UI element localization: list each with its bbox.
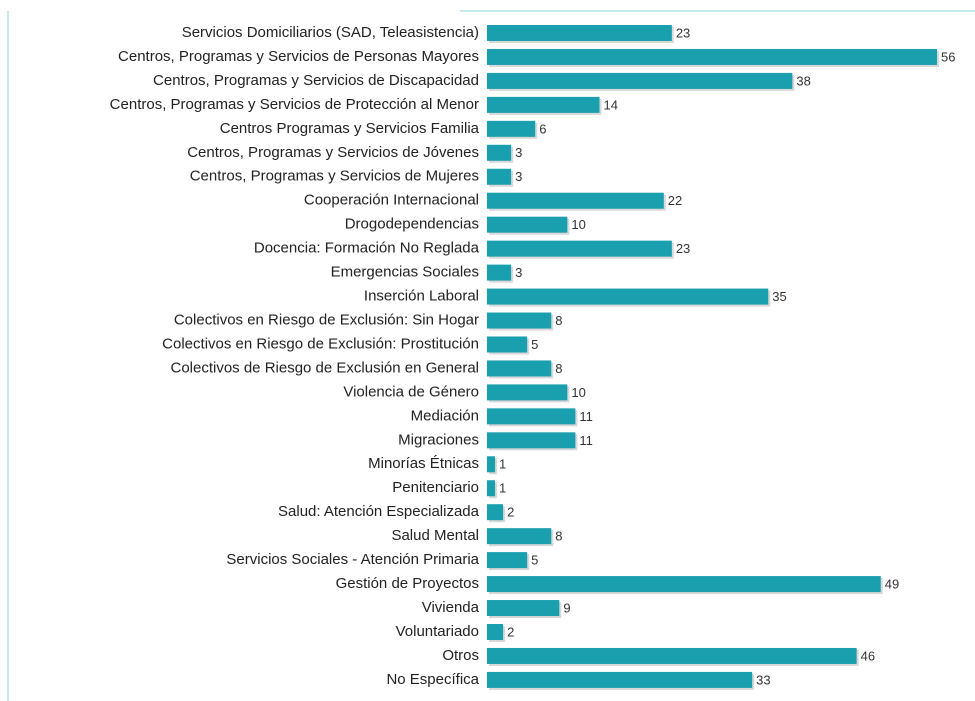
category-label: Penitenciario [392,479,479,496]
value-label: 2 [507,505,514,520]
category-label: Salud: Atención Especializada [278,503,480,520]
bar [487,312,552,329]
bar [487,25,672,41]
value-label: 1 [499,457,506,472]
category-label: Otros [442,647,479,664]
category-label: Cooperación Internacional [304,192,479,209]
bar [487,504,504,521]
value-label: 35 [772,289,786,304]
category-label: Vivienda [422,599,480,616]
bar [487,384,568,401]
category-label: Servicios Domiciliarios (SAD, Teleasiste… [182,24,479,41]
bar [487,240,672,257]
bar [487,120,536,137]
bar [487,48,937,65]
bar [487,168,512,185]
category-label: Colectivos en Riesgo de Exclusión: Prost… [162,335,479,352]
value-label: 56 [941,49,955,64]
value-label: 10 [571,385,585,400]
value-label: 49 [885,577,899,592]
category-label: Inserción Laboral [364,288,479,305]
value-label: 8 [555,361,562,376]
category-label: Centros, Programas y Servicios de Discap… [153,72,479,89]
category-label: Colectivos de Riesgo de Exclusión en Gen… [170,359,479,376]
value-label: 5 [531,337,538,352]
category-label: Centros, Programas y Servicios de Protec… [110,96,479,113]
category-label: Violencia de Género [343,383,479,400]
value-label: 22 [668,193,682,208]
category-label: Emergencias Sociales [331,264,479,281]
bar [487,624,504,640]
value-label: 2 [507,624,514,639]
bar [487,96,600,113]
value-label: 23 [676,25,690,40]
bar [487,528,552,545]
value-label: 14 [604,97,618,112]
value-label: 3 [515,265,522,280]
bar [487,408,576,425]
bar [487,192,664,209]
bar [487,216,568,233]
category-label: Voluntariado [396,623,479,640]
bar [487,671,753,688]
bar [487,336,528,353]
category-label: Colectivos en Riesgo de Exclusión: Sin H… [174,311,479,328]
category-label: Minorías Étnicas [368,455,479,472]
value-label: 3 [515,145,522,160]
value-label: 11 [579,433,593,448]
bar [487,432,576,449]
value-label: 9 [563,600,570,615]
bar [487,552,528,569]
category-label: Centros, Programas y Servicios de Mujere… [190,168,479,185]
bar [487,264,512,281]
bar [487,576,881,593]
bar [487,72,793,89]
category-label: Migraciones [398,431,479,448]
category-label: Centros, Programas y Servicios de Person… [118,48,479,65]
value-label: 8 [555,313,562,328]
value-label: 8 [555,529,562,544]
value-label: 3 [515,169,522,184]
category-label: Drogodependencias [345,216,479,233]
value-label: 10 [571,217,585,232]
bar [487,480,496,497]
category-label: No Específica [386,671,479,688]
category-label: Salud Mental [391,527,479,544]
value-label: 11 [579,409,593,424]
bar [487,144,512,161]
value-label: 46 [861,648,875,663]
value-label: 5 [531,553,538,568]
category-label: Centros Programas y Servicios Familia [220,120,480,137]
value-label: 1 [499,481,506,496]
value-label: 23 [676,241,690,256]
category-label: Servicios Sociales - Atención Primaria [226,551,479,568]
bar [487,360,552,377]
value-label: 33 [756,672,770,687]
value-label: 38 [796,73,810,88]
category-label: Docencia: Formación No Reglada [254,240,480,257]
bar [487,600,560,617]
bar [487,647,857,664]
category-label: Mediación [411,407,479,424]
value-label: 6 [539,121,546,136]
category-label: Gestión de Proyectos [336,575,479,592]
bar [487,456,496,473]
bar [487,288,769,305]
category-label: Centros, Programas y Servicios de Jóvene… [187,144,479,161]
